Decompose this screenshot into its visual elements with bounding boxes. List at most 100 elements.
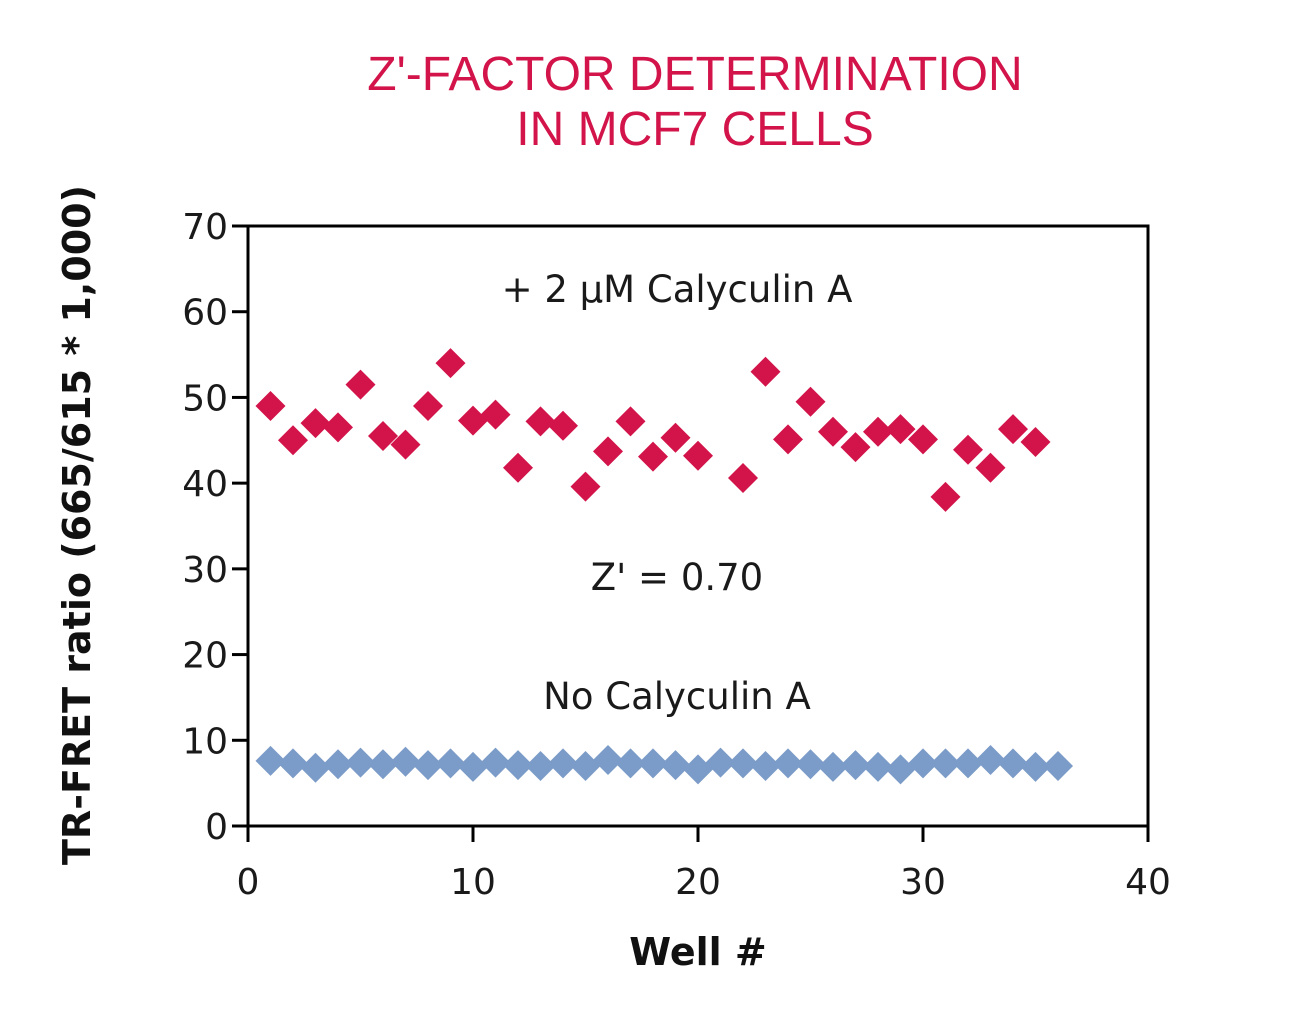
y-tick-label: 40 xyxy=(182,464,228,505)
data-point xyxy=(368,749,398,780)
annotation-control: No Calyculin A xyxy=(543,675,811,718)
data-point xyxy=(750,356,781,387)
data-point xyxy=(773,424,803,455)
data-point xyxy=(435,348,466,379)
data-point xyxy=(368,421,398,451)
data-point xyxy=(458,751,488,782)
data-point xyxy=(885,754,916,785)
y-tick-label: 0 xyxy=(205,807,228,848)
annotations: + 2 µM Calyculin A Z' = 0.70 No Calyculi… xyxy=(502,268,853,718)
data-point xyxy=(323,749,353,780)
series-control xyxy=(255,745,1073,785)
chart-title-line-2: IN MCF7 CELLS xyxy=(516,103,873,156)
data-point xyxy=(480,399,511,430)
x-tick-label: 10 xyxy=(450,862,496,903)
x-tick-label: 0 xyxy=(237,862,260,903)
data-point xyxy=(548,410,578,441)
y-tick-label: 70 xyxy=(182,207,228,248)
y-tick-label: 60 xyxy=(182,293,228,334)
chart-title-line-1: Z'-FACTOR DETERMINATION xyxy=(367,48,1022,101)
data-point xyxy=(480,747,511,778)
data-point xyxy=(570,471,601,502)
data-point xyxy=(413,750,443,781)
data-point xyxy=(728,748,758,779)
data-point xyxy=(503,750,533,781)
data-point xyxy=(795,749,826,780)
data-point xyxy=(863,416,893,447)
data-point xyxy=(1020,751,1051,782)
y-tick-label: 50 xyxy=(182,378,228,419)
data-point xyxy=(255,745,286,776)
chart-title: Z'-FACTOR DETERMINATION IN MCF7 CELLS xyxy=(367,48,1022,156)
y-tick-label: 30 xyxy=(182,550,228,591)
tick-labels: 0 10 20 30 40 50 60 70 0 10 20 30 40 xyxy=(182,207,1171,903)
data-point xyxy=(953,434,983,465)
data-point xyxy=(998,748,1028,779)
data-point xyxy=(345,369,376,400)
data-point xyxy=(323,412,353,443)
data-point xyxy=(255,391,286,421)
plot-frame xyxy=(246,224,1150,828)
data-point xyxy=(525,751,556,781)
data-point xyxy=(638,748,668,779)
data-point xyxy=(818,751,848,782)
data-point xyxy=(975,745,1006,775)
data-point xyxy=(818,416,848,447)
data-point xyxy=(908,748,938,779)
data-point xyxy=(998,414,1028,445)
data-point xyxy=(660,422,691,453)
data-point xyxy=(885,414,916,445)
x-tick-label: 40 xyxy=(1125,862,1171,903)
data-point xyxy=(278,748,308,779)
annotation-z-factor: Z' = 0.70 xyxy=(591,556,763,599)
data-point xyxy=(908,424,938,455)
data-point xyxy=(345,747,376,778)
data-point xyxy=(930,748,961,779)
data-point xyxy=(683,440,713,471)
data-point xyxy=(863,751,893,782)
data-point xyxy=(705,747,736,778)
data-point xyxy=(390,746,421,777)
data-point xyxy=(975,452,1006,483)
data-point xyxy=(593,436,623,467)
data-point xyxy=(795,386,826,417)
data-point xyxy=(278,425,308,456)
data-point xyxy=(840,432,871,463)
data-points xyxy=(255,348,1073,785)
data-point xyxy=(660,750,691,781)
x-tick-label: 20 xyxy=(675,862,721,903)
data-point xyxy=(750,751,781,781)
data-point xyxy=(840,750,871,781)
data-point xyxy=(773,748,803,779)
data-point xyxy=(1020,427,1051,457)
y-tick-label: 10 xyxy=(182,721,228,762)
data-point xyxy=(390,429,421,460)
y-tick-label: 20 xyxy=(182,636,228,677)
x-axis-title: Well # xyxy=(629,930,766,974)
data-point xyxy=(615,406,646,437)
data-point xyxy=(458,405,488,436)
data-point xyxy=(683,754,713,785)
data-point xyxy=(413,391,443,421)
annotation-treated: + 2 µM Calyculin A xyxy=(502,268,853,311)
data-point xyxy=(728,463,758,493)
data-point xyxy=(570,751,601,781)
data-point xyxy=(503,452,533,483)
data-point xyxy=(593,745,623,775)
data-point xyxy=(548,748,578,779)
axes xyxy=(232,224,1150,842)
data-point xyxy=(300,752,331,783)
y-axis-title: TR-FRET ratio (665/615 * 1,000) xyxy=(55,185,99,865)
data-point xyxy=(930,481,961,512)
data-point xyxy=(953,748,983,779)
data-point xyxy=(1043,751,1073,781)
data-point xyxy=(525,406,556,437)
data-point xyxy=(435,748,466,779)
x-tick-label: 30 xyxy=(900,862,946,903)
data-point xyxy=(615,748,646,779)
data-point xyxy=(638,441,668,472)
series-treated xyxy=(255,348,1051,512)
data-point xyxy=(300,408,331,439)
